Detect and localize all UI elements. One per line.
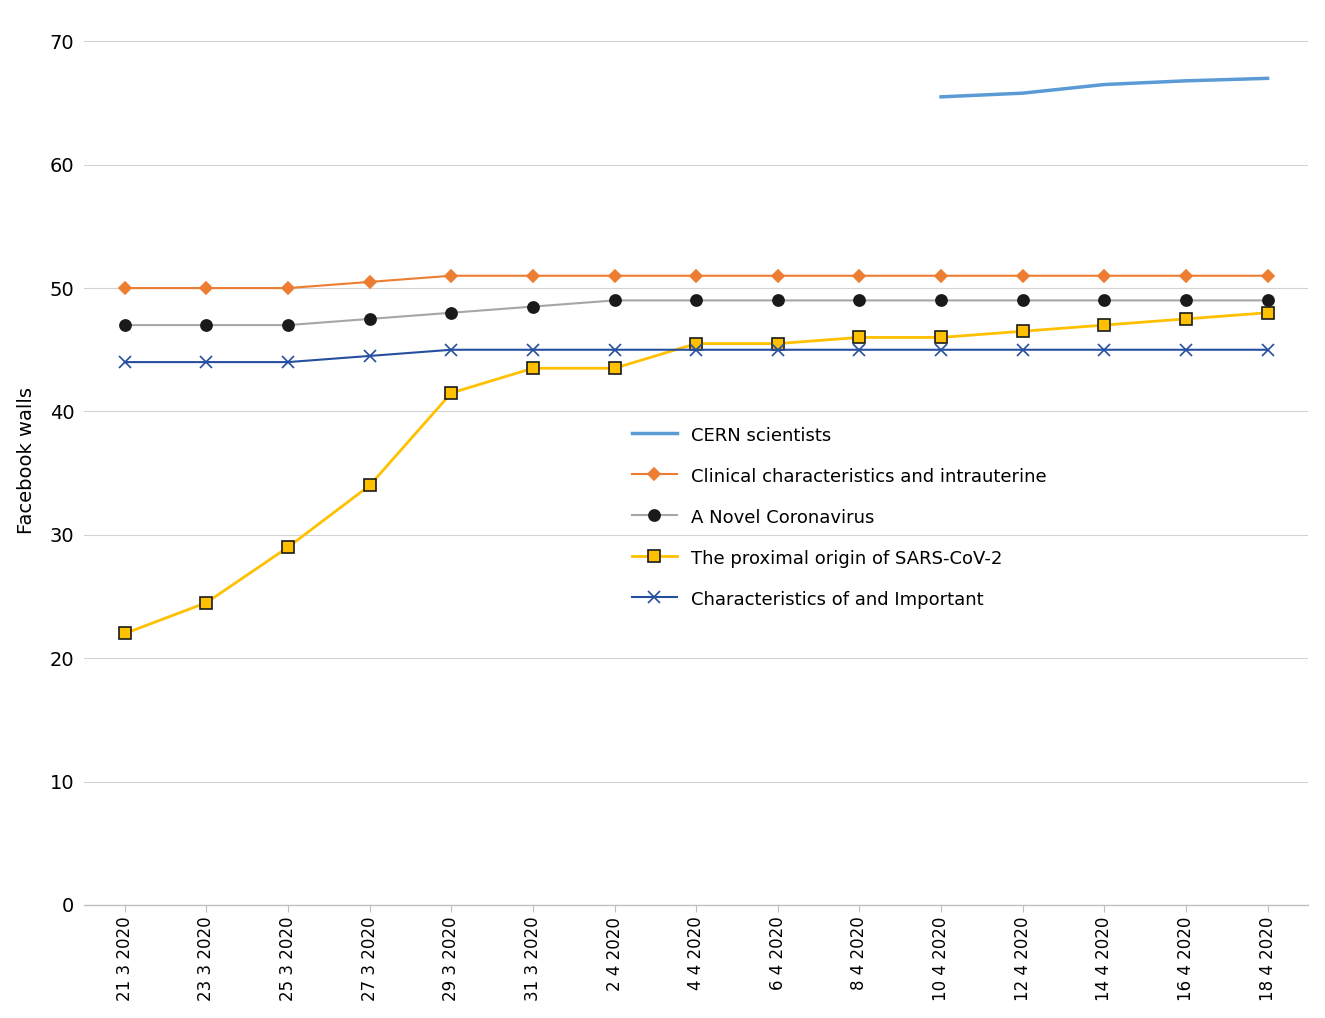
A Novel Coronavirus (688, 294, 704, 306)
A Novel Coronavirus (1178, 294, 1194, 306)
The proximal origin of SARS-CoV-2 (688, 338, 704, 350)
Characteristics of and Important (1015, 344, 1031, 356)
Characteristics of and Important (1260, 344, 1276, 356)
Y-axis label: Facebook walls: Facebook walls (17, 387, 36, 534)
The proximal origin of SARS-CoV-2 (199, 597, 215, 609)
Characteristics of and Important (362, 350, 378, 362)
A Novel Coronavirus (933, 294, 949, 306)
The proximal origin of SARS-CoV-2 (525, 362, 541, 375)
Clinical characteristics and intrauterine (852, 270, 868, 282)
The proximal origin of SARS-CoV-2 (933, 331, 949, 343)
The proximal origin of SARS-CoV-2 (607, 362, 623, 375)
A Novel Coronavirus (1260, 294, 1276, 306)
Clinical characteristics and intrauterine (117, 282, 132, 294)
The proximal origin of SARS-CoV-2 (280, 541, 295, 553)
Clinical characteristics and intrauterine (1096, 270, 1112, 282)
Line: A Novel Coronavirus: A Novel Coronavirus (119, 295, 1273, 331)
Characteristics of and Important (607, 344, 623, 356)
A Novel Coronavirus (525, 300, 541, 313)
Characteristics of and Important (688, 344, 704, 356)
Characteristics of and Important (770, 344, 786, 356)
Characteristics of and Important (280, 356, 295, 369)
A Novel Coronavirus (852, 294, 868, 306)
The proximal origin of SARS-CoV-2 (1178, 313, 1194, 325)
A Novel Coronavirus (770, 294, 786, 306)
CERN scientists (1178, 74, 1194, 87)
Characteristics of and Important (525, 344, 541, 356)
Line: CERN scientists: CERN scientists (941, 78, 1268, 97)
CERN scientists (1260, 72, 1276, 84)
A Novel Coronavirus (280, 319, 295, 331)
The proximal origin of SARS-CoV-2 (362, 479, 378, 492)
The proximal origin of SARS-CoV-2 (852, 331, 868, 343)
Characteristics of and Important (1096, 344, 1112, 356)
Clinical characteristics and intrauterine (1260, 270, 1276, 282)
Characteristics of and Important (933, 344, 949, 356)
Clinical characteristics and intrauterine (199, 282, 215, 294)
A Novel Coronavirus (444, 306, 460, 319)
Clinical characteristics and intrauterine (444, 270, 460, 282)
A Novel Coronavirus (1096, 294, 1112, 306)
Characteristics of and Important (1178, 344, 1194, 356)
Clinical characteristics and intrauterine (362, 276, 378, 288)
Clinical characteristics and intrauterine (280, 282, 295, 294)
Line: Clinical characteristics and intrauterine: Clinical characteristics and intrauterin… (121, 272, 1272, 292)
The proximal origin of SARS-CoV-2 (1015, 325, 1031, 337)
Clinical characteristics and intrauterine (688, 270, 704, 282)
CERN scientists (933, 91, 949, 103)
Clinical characteristics and intrauterine (1178, 270, 1194, 282)
CERN scientists (1015, 88, 1031, 100)
Clinical characteristics and intrauterine (933, 270, 949, 282)
The proximal origin of SARS-CoV-2 (444, 387, 460, 399)
Characteristics of and Important (852, 344, 868, 356)
Line: The proximal origin of SARS-CoV-2: The proximal origin of SARS-CoV-2 (119, 307, 1273, 639)
The proximal origin of SARS-CoV-2 (1096, 319, 1112, 331)
A Novel Coronavirus (117, 319, 132, 331)
Line: Characteristics of and Important: Characteristics of and Important (119, 344, 1273, 367)
The proximal origin of SARS-CoV-2 (770, 338, 786, 350)
Clinical characteristics and intrauterine (770, 270, 786, 282)
A Novel Coronavirus (607, 294, 623, 306)
A Novel Coronavirus (362, 313, 378, 325)
The proximal origin of SARS-CoV-2 (117, 627, 132, 639)
Characteristics of and Important (444, 344, 460, 356)
Characteristics of and Important (117, 356, 132, 369)
A Novel Coronavirus (1015, 294, 1031, 306)
CERN scientists (1096, 78, 1112, 91)
Clinical characteristics and intrauterine (525, 270, 541, 282)
Legend: CERN scientists, Clinical characteristics and intrauterine, A Novel Coronavirus,: CERN scientists, Clinical characteristic… (632, 426, 1047, 609)
Clinical characteristics and intrauterine (607, 270, 623, 282)
A Novel Coronavirus (199, 319, 215, 331)
Clinical characteristics and intrauterine (1015, 270, 1031, 282)
Characteristics of and Important (199, 356, 215, 369)
The proximal origin of SARS-CoV-2 (1260, 306, 1276, 319)
